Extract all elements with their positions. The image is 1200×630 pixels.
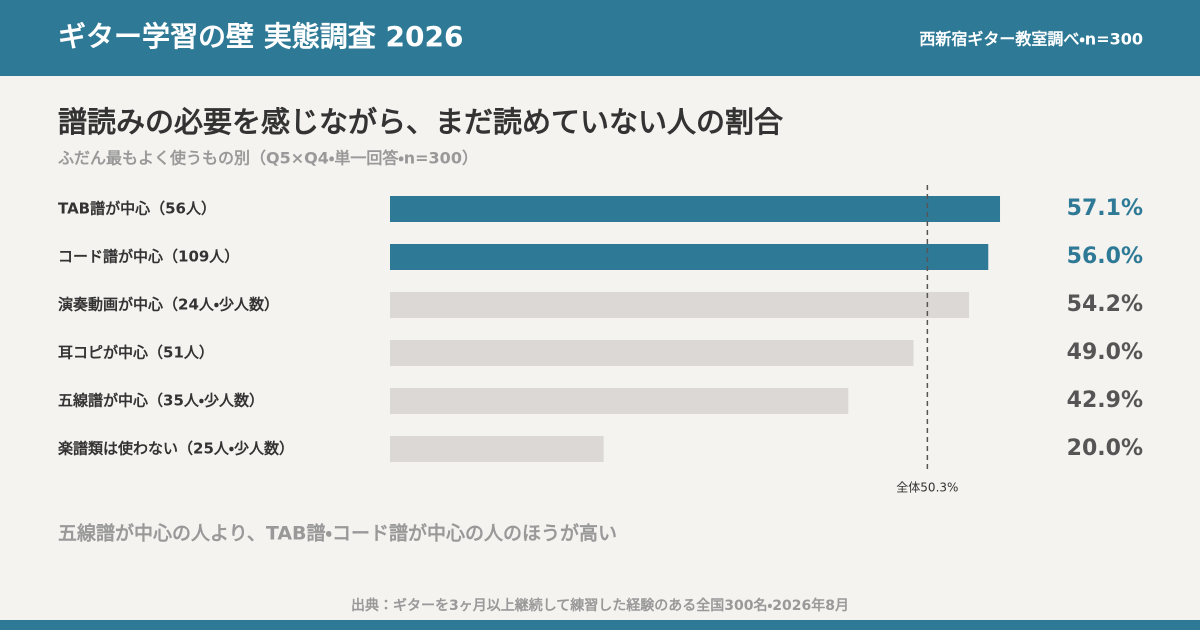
bar xyxy=(390,340,914,366)
value-label: 54.2% xyxy=(1067,292,1143,317)
chart-title: 譜読みの必要を感じながら、まだ読めていない人の割合 xyxy=(58,105,784,139)
bar xyxy=(390,196,1001,222)
reference-label: 全体50.3% xyxy=(896,481,958,495)
category-label: 楽譜類は使わない（25人・少人数） xyxy=(58,440,294,458)
category-label: 耳コピが中心（51人） xyxy=(58,344,214,362)
source: 出典：ギターを3ヶ月以上継続して練習した経験のある全国300名・2026年8月 xyxy=(351,597,849,614)
category-label: 五線譜が中心（35人・少人数） xyxy=(58,392,264,410)
chart-subtitle: ふだん最もよく使うもの別（Q5×Q4・単一回答・n=300） xyxy=(58,149,478,168)
value-label: 49.0% xyxy=(1067,340,1143,365)
value-label: 57.1% xyxy=(1067,196,1143,221)
category-label: TAB譜が中心（56人） xyxy=(58,200,216,218)
header-credit: 西新宿ギター教室調べ・n=300 xyxy=(919,30,1143,49)
bar xyxy=(390,436,604,462)
value-label: 42.9% xyxy=(1067,388,1143,413)
bar xyxy=(390,292,970,318)
bar xyxy=(390,244,989,270)
category-label: 演奏動画が中心（24人・少人数） xyxy=(58,296,279,314)
category-label: コード譜が中心（109人） xyxy=(58,248,239,266)
header-bar xyxy=(0,0,1200,76)
value-label: 20.0% xyxy=(1067,436,1143,461)
value-label: 56.0% xyxy=(1067,244,1143,269)
bar xyxy=(390,388,849,414)
footer-bar xyxy=(0,620,1200,630)
annotation: 五線譜が中心の人より、TAB譜・コード譜が中心の人のほうが高い xyxy=(58,522,617,545)
header-title: ギター学習の壁 実態調査 2026 xyxy=(58,20,463,53)
